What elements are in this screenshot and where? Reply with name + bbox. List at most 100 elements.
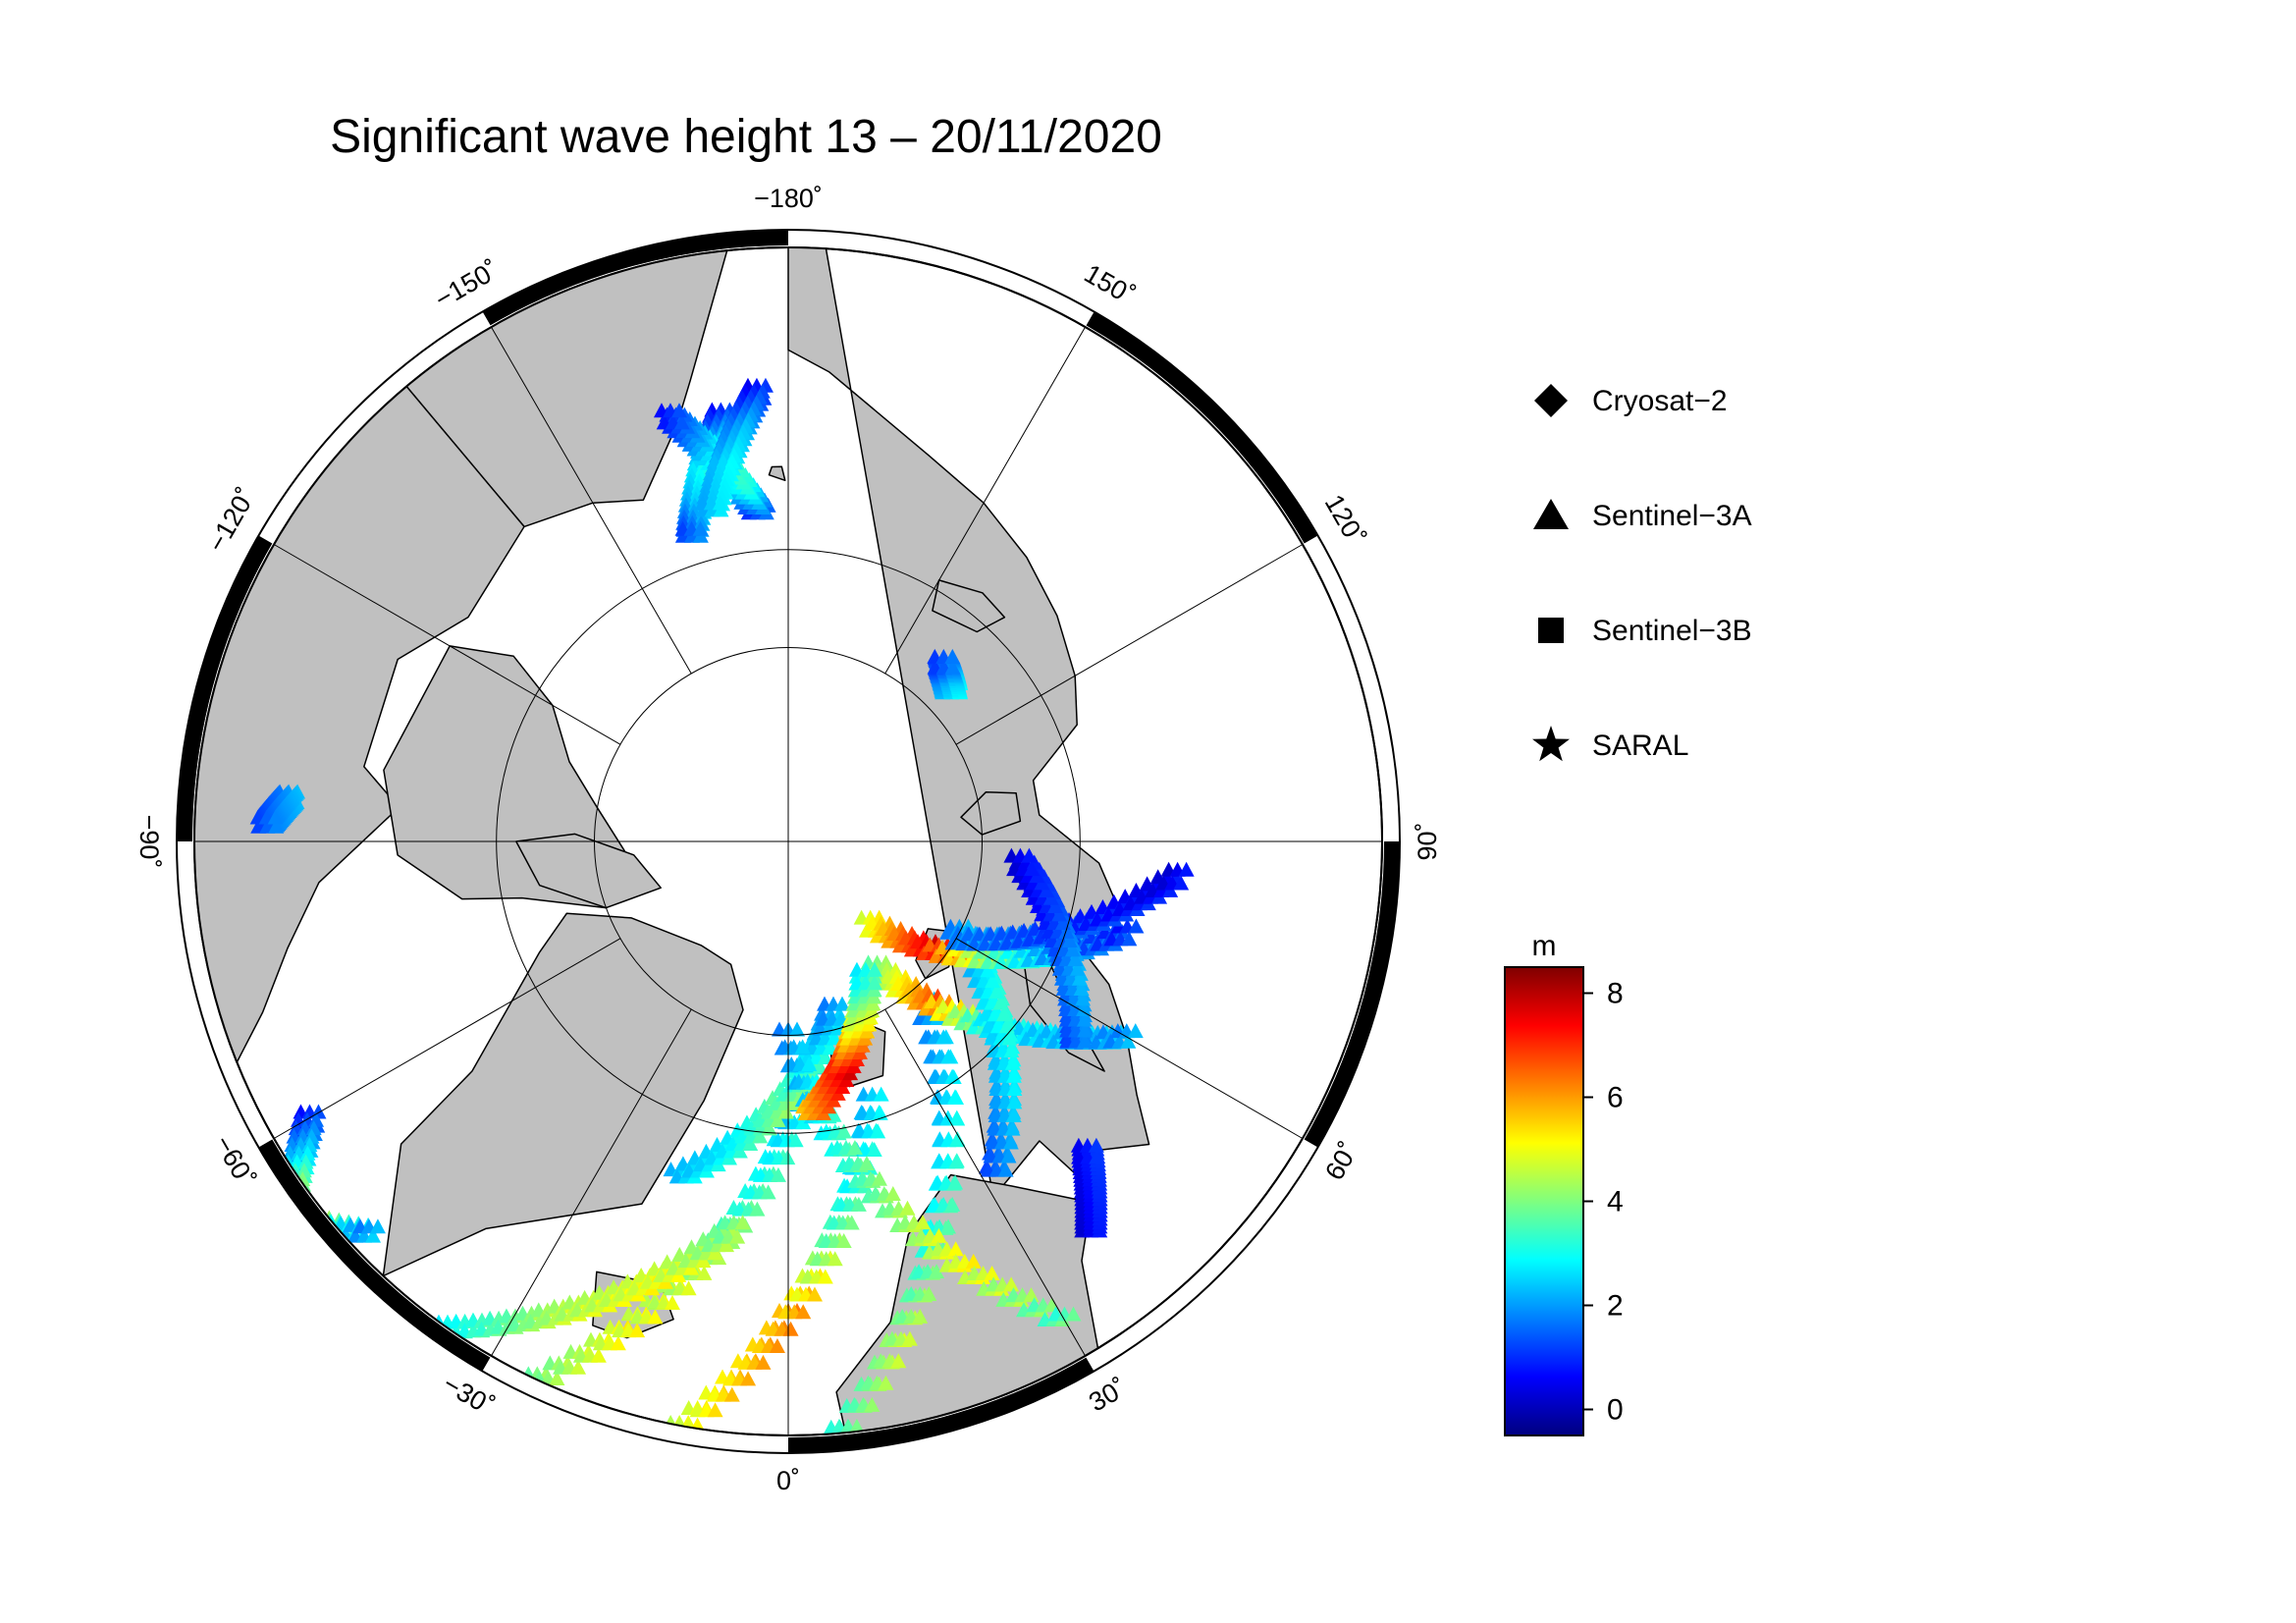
track-point — [270, 1224, 287, 1240]
track-point — [1002, 1134, 1019, 1150]
track-point — [761, 1120, 777, 1136]
track-point — [246, 1198, 263, 1214]
frame-segment — [1086, 1139, 1318, 1372]
track-point — [1065, 1306, 1082, 1322]
track-point — [692, 520, 709, 536]
track-point — [794, 1039, 811, 1055]
track-point — [229, 1198, 245, 1214]
track-point — [227, 1190, 243, 1206]
track-point — [1073, 980, 1090, 996]
track-point — [268, 1276, 285, 1292]
legend-item-square: Sentinel−3B — [1538, 615, 1752, 647]
track-point — [194, 1165, 199, 1181]
track-point — [827, 1251, 843, 1267]
track-point — [683, 1260, 700, 1275]
track-point — [209, 1190, 226, 1206]
track-point — [1076, 1011, 1093, 1027]
track-point — [194, 1172, 203, 1188]
track-point — [1006, 1094, 1023, 1109]
track-point — [272, 1207, 289, 1222]
track-point — [275, 1194, 292, 1210]
track-point — [272, 1212, 289, 1227]
track-point — [154, 1156, 170, 1170]
track-16 — [939, 861, 1195, 951]
track-point — [944, 1196, 961, 1212]
track-point — [901, 1330, 918, 1346]
track-point — [866, 1141, 882, 1157]
track-point — [268, 1253, 285, 1269]
colorbar-tick-label: 6 — [1607, 1082, 1624, 1114]
track-point — [779, 1150, 796, 1165]
track-point — [278, 1248, 294, 1264]
track-point — [281, 1212, 297, 1227]
track-point — [871, 1170, 887, 1186]
track-9 — [430, 1215, 751, 1339]
track-point — [1023, 1287, 1040, 1303]
track-point — [286, 1258, 302, 1273]
track-point — [846, 1139, 863, 1155]
track-point — [170, 1173, 186, 1188]
track-14 — [942, 918, 1023, 1177]
track-point — [277, 1271, 294, 1287]
track-point — [288, 1214, 304, 1229]
frame-segment — [177, 535, 273, 842]
track-point — [256, 1201, 273, 1217]
track-point — [850, 1196, 867, 1212]
track-point — [287, 1211, 303, 1226]
track-point — [899, 1200, 916, 1216]
legend-label: SARAL — [1592, 730, 1688, 762]
track-point — [252, 1193, 269, 1209]
track-point — [262, 1196, 279, 1212]
track-point — [277, 1276, 294, 1292]
track-point — [297, 1154, 314, 1169]
track-point — [629, 1323, 646, 1338]
track-point — [194, 1177, 195, 1193]
meridian--150 — [491, 326, 692, 675]
track-point — [194, 1182, 205, 1198]
track-point — [1003, 1043, 1020, 1058]
track-point — [286, 1243, 302, 1259]
track-point — [287, 1248, 303, 1264]
colorbar-ticks: 0 2 4 6 8 — [1583, 978, 1624, 1427]
track-point — [279, 1230, 295, 1246]
longitude-label: 30˚ — [1084, 1373, 1132, 1417]
track-point — [1128, 918, 1145, 934]
track-point — [984, 1265, 1000, 1280]
track-point — [590, 1347, 607, 1363]
track-point — [1039, 882, 1055, 897]
track-point — [289, 1216, 305, 1231]
track-point — [286, 1253, 302, 1269]
track-point — [795, 1304, 812, 1320]
track-point — [289, 1220, 305, 1236]
track-point — [1047, 897, 1064, 913]
track-point — [806, 1286, 823, 1302]
star-icon — [1532, 726, 1570, 762]
track-point — [947, 1089, 964, 1105]
track-point — [196, 1177, 213, 1193]
track-point — [992, 995, 1009, 1010]
track-point — [267, 1208, 284, 1223]
track-point — [194, 1169, 209, 1185]
track-point — [866, 975, 882, 991]
track-point — [1076, 1001, 1093, 1016]
track-point — [268, 1243, 285, 1259]
track-point — [801, 1056, 818, 1072]
meridian-120 — [955, 544, 1304, 745]
track-point — [277, 1280, 294, 1296]
track-point — [234, 1190, 250, 1206]
track-point — [289, 1216, 305, 1231]
track-point — [944, 659, 961, 675]
track-point — [817, 1269, 833, 1284]
track-point — [273, 1198, 290, 1214]
track-point — [278, 1211, 294, 1226]
track-point — [202, 1174, 219, 1190]
track-point — [670, 403, 687, 418]
track-point — [277, 1253, 294, 1269]
track-point — [965, 1253, 982, 1269]
track-point — [163, 1156, 179, 1170]
track-point — [1058, 923, 1075, 939]
track-point — [248, 1205, 265, 1220]
track-point — [271, 1220, 288, 1236]
track-point — [878, 954, 894, 970]
